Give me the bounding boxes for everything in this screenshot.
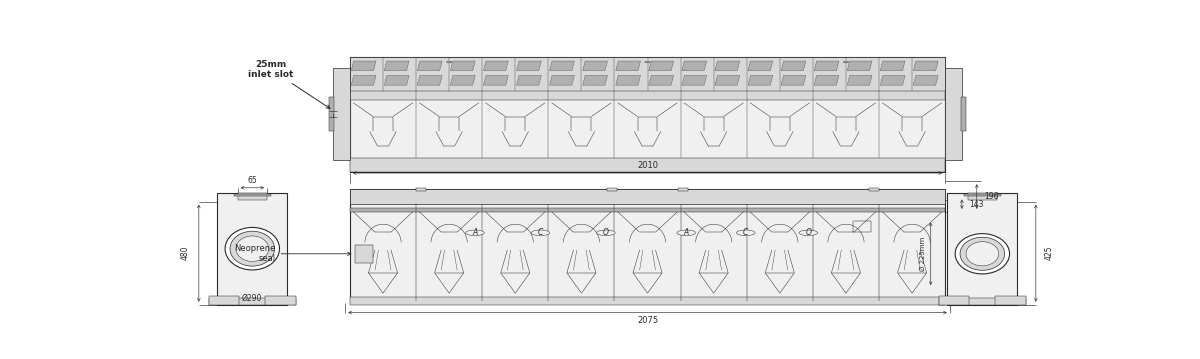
Polygon shape (550, 61, 575, 71)
Text: O: O (805, 228, 811, 237)
Polygon shape (516, 61, 541, 71)
Bar (330, 97, 334, 131)
Bar (869, 188, 878, 191)
Polygon shape (352, 75, 376, 85)
Ellipse shape (966, 242, 998, 266)
Polygon shape (450, 75, 475, 85)
Text: A: A (473, 228, 478, 237)
Text: Ø 225mm: Ø 225mm (920, 237, 926, 271)
Bar (964, 194, 1001, 196)
Ellipse shape (960, 237, 1004, 270)
Polygon shape (616, 61, 641, 71)
Text: 196: 196 (984, 192, 998, 201)
Text: 25mm
inlet slot: 25mm inlet slot (248, 60, 330, 108)
Polygon shape (484, 61, 509, 71)
Polygon shape (583, 75, 607, 85)
Bar (350, 158, 946, 172)
Circle shape (446, 61, 451, 63)
Ellipse shape (955, 234, 1009, 274)
Bar (350, 189, 946, 204)
Polygon shape (847, 61, 872, 71)
Text: 143: 143 (970, 200, 984, 209)
Bar (607, 188, 617, 191)
Text: 425: 425 (1045, 246, 1054, 260)
Bar (938, 296, 970, 305)
Circle shape (844, 61, 848, 63)
Circle shape (596, 230, 616, 236)
Polygon shape (881, 75, 905, 85)
Polygon shape (484, 75, 509, 85)
Bar (334, 68, 350, 160)
Text: Neoprene
seal: Neoprene seal (234, 244, 350, 264)
Bar (355, 245, 373, 263)
Polygon shape (516, 75, 541, 85)
Polygon shape (352, 61, 376, 71)
Polygon shape (649, 75, 673, 85)
Polygon shape (881, 61, 905, 71)
Text: Ø290: Ø290 (242, 293, 263, 302)
Bar (217, 193, 287, 305)
Circle shape (644, 61, 650, 63)
Bar (678, 188, 689, 191)
Bar (234, 194, 271, 196)
Circle shape (532, 230, 550, 236)
Circle shape (799, 230, 817, 236)
Text: 65: 65 (247, 176, 257, 185)
Bar (350, 57, 946, 172)
Polygon shape (781, 61, 806, 71)
Bar (350, 189, 946, 301)
Text: C: C (743, 228, 749, 237)
Polygon shape (814, 75, 839, 85)
Polygon shape (583, 61, 607, 71)
Bar (967, 193, 997, 200)
Polygon shape (781, 75, 806, 85)
Bar (948, 193, 1018, 305)
Text: 480: 480 (180, 246, 190, 260)
Polygon shape (450, 61, 475, 71)
Text: C: C (538, 228, 544, 237)
Bar (961, 97, 966, 131)
Polygon shape (550, 75, 575, 85)
Bar (350, 57, 946, 91)
Polygon shape (384, 61, 409, 71)
Polygon shape (748, 61, 773, 71)
Polygon shape (682, 61, 707, 71)
Polygon shape (418, 61, 442, 71)
Polygon shape (913, 61, 938, 71)
Polygon shape (418, 75, 442, 85)
Polygon shape (682, 75, 707, 85)
Text: A: A (684, 228, 689, 237)
Ellipse shape (226, 228, 280, 270)
Polygon shape (913, 75, 938, 85)
Polygon shape (384, 75, 409, 85)
Bar (416, 188, 426, 191)
Ellipse shape (236, 236, 269, 261)
Circle shape (737, 230, 755, 236)
Text: O: O (602, 228, 608, 237)
Bar (350, 208, 946, 212)
Polygon shape (649, 61, 673, 71)
Polygon shape (715, 75, 739, 85)
Circle shape (677, 230, 696, 236)
Text: 2075: 2075 (637, 316, 658, 325)
Bar (853, 221, 871, 232)
Bar (996, 296, 1026, 305)
Text: 2010: 2010 (637, 161, 658, 170)
Circle shape (466, 230, 485, 236)
Bar (209, 296, 239, 305)
Polygon shape (814, 61, 839, 71)
Bar (238, 193, 266, 200)
Bar (350, 91, 946, 101)
Polygon shape (748, 75, 773, 85)
Polygon shape (715, 61, 739, 71)
Polygon shape (616, 75, 641, 85)
Polygon shape (847, 75, 872, 85)
Bar (946, 68, 962, 160)
Ellipse shape (230, 231, 275, 266)
Bar (209, 298, 296, 305)
Bar (265, 296, 296, 305)
Bar (350, 297, 946, 305)
Bar (938, 298, 1026, 305)
